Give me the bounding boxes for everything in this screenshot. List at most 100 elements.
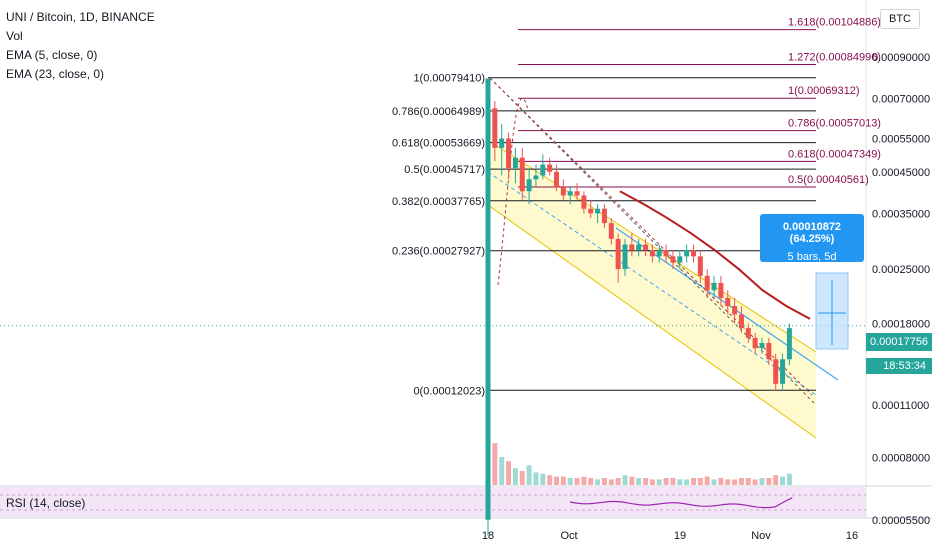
volume-bar [615, 478, 621, 485]
price-axis-tick: 0.00011000 [872, 400, 929, 412]
price-axis-tick: 0.00025000 [872, 264, 930, 276]
candle-body [636, 244, 642, 251]
candle-body [601, 208, 607, 224]
candle-body [629, 244, 635, 251]
volume-bar [752, 479, 758, 485]
volume-bar [766, 478, 772, 485]
time-axis-tick: 19 [674, 530, 686, 542]
channel-bottom-line [487, 204, 817, 439]
candle-body [745, 328, 751, 338]
candle-body [512, 157, 518, 169]
volume-bar [649, 479, 655, 485]
candle-body [704, 275, 710, 291]
candle-body [608, 223, 614, 239]
candle-body [519, 157, 525, 192]
volume-bar [588, 478, 594, 485]
candle-body [595, 208, 601, 214]
volume-bar [595, 479, 601, 485]
ema-23-line [619, 190, 811, 320]
volume-bar [506, 461, 512, 485]
bar-countdown-tag: 18:53:34 [866, 358, 932, 374]
volume-bar [499, 457, 505, 485]
measure-tooltip: 0.00010872 (64.25%) 5 bars, 5d [760, 214, 864, 263]
volume-bar [636, 478, 642, 485]
currency-badge[interactable]: BTC [880, 9, 920, 29]
candle-body [780, 359, 786, 384]
candle-body [622, 244, 628, 270]
candle-body [732, 306, 738, 315]
candle-body [554, 171, 559, 188]
channel-mid-line [487, 171, 817, 396]
candle-body [526, 179, 532, 192]
volume-bar [533, 472, 539, 485]
volume-bar [670, 478, 676, 485]
volume-bar [492, 443, 498, 485]
candle-body [649, 250, 655, 257]
candle-body [738, 314, 744, 329]
candle-body [711, 282, 717, 291]
fib-extension-label: 0.5(0.00040561) [788, 174, 869, 186]
volume-bar [554, 476, 559, 485]
volume-bar [512, 468, 518, 485]
candle-body [588, 208, 594, 214]
volume-bar [574, 478, 580, 485]
rsi-line [569, 497, 793, 509]
volume-bar [581, 476, 587, 485]
candle-body [560, 187, 566, 196]
candle-body [615, 238, 621, 270]
fib-retracement-label: 0.786(0.00064989) [392, 106, 485, 118]
fib-retracement-label: 0.382(0.00037765) [392, 196, 485, 208]
candle-body [492, 108, 498, 148]
candle-body [643, 244, 649, 251]
symbol-title[interactable]: UNI / Bitcoin, 1D, BINANCE [6, 10, 155, 24]
price-axis-tick: 0.00070000 [872, 94, 930, 106]
volume-bar [745, 478, 751, 485]
ema-23-indicator-label[interactable]: EMA (23, close, 0) [6, 67, 105, 81]
channel-fill [488, 140, 816, 438]
fib-retracement-label: 1(0.00079410) [413, 73, 485, 85]
volume-bar [526, 465, 532, 485]
time-axis-tick: Nov [751, 530, 771, 542]
volume-bar [738, 478, 744, 485]
fib-fan-curve [497, 97, 529, 286]
fib-extension-label: 1.272(0.00084996) [788, 51, 881, 63]
fib-retracement-label: 0.5(0.00045717) [404, 164, 485, 176]
fib-extension-label: 1.618(0.00104886) [788, 17, 881, 29]
volume-bar [718, 478, 724, 485]
rsi-indicator-label[interactable]: RSI (14, close) [6, 496, 86, 510]
candle-body [656, 250, 662, 257]
fib-retracement-label: 0.236(0.00027927) [392, 246, 485, 258]
ema-5-indicator-label[interactable]: EMA (5, close, 0) [6, 48, 98, 62]
price-axis-tick: 0.00005500 [872, 515, 930, 527]
candle-body [725, 297, 731, 307]
candle-body [506, 138, 512, 169]
fib-extension-label: 0.618(0.00047349) [788, 148, 881, 160]
candle-body [786, 328, 792, 360]
volume-bar [704, 476, 710, 485]
volume-bar [711, 479, 717, 485]
volume-bar [684, 479, 690, 485]
price-axis-tick: 0.00055000 [872, 134, 930, 146]
candle-body [499, 138, 505, 148]
volume-bar [691, 478, 696, 485]
volume-bar [725, 479, 731, 485]
volume-indicator-label[interactable]: Vol [6, 29, 23, 43]
volume-bar [567, 478, 573, 485]
candle-body [574, 191, 580, 196]
candle-body [547, 164, 553, 172]
volume-bar [697, 478, 703, 485]
measure-change: 0.00010872 (64.25%) [782, 221, 842, 245]
last-price-tag: 0.00017756 [866, 333, 932, 351]
candle-body [670, 256, 676, 263]
candle-body [533, 175, 539, 180]
candle-body [567, 191, 573, 196]
volume-bar [786, 473, 792, 485]
candle-body [759, 342, 765, 349]
time-axis-tick: 16 [846, 530, 858, 542]
volume-bar [608, 479, 614, 485]
chart-legend: UNI / Bitcoin, 1D, BINANCE Vol EMA (5, c… [6, 8, 155, 84]
volume-bar [663, 478, 669, 485]
volume-bar [780, 476, 786, 485]
